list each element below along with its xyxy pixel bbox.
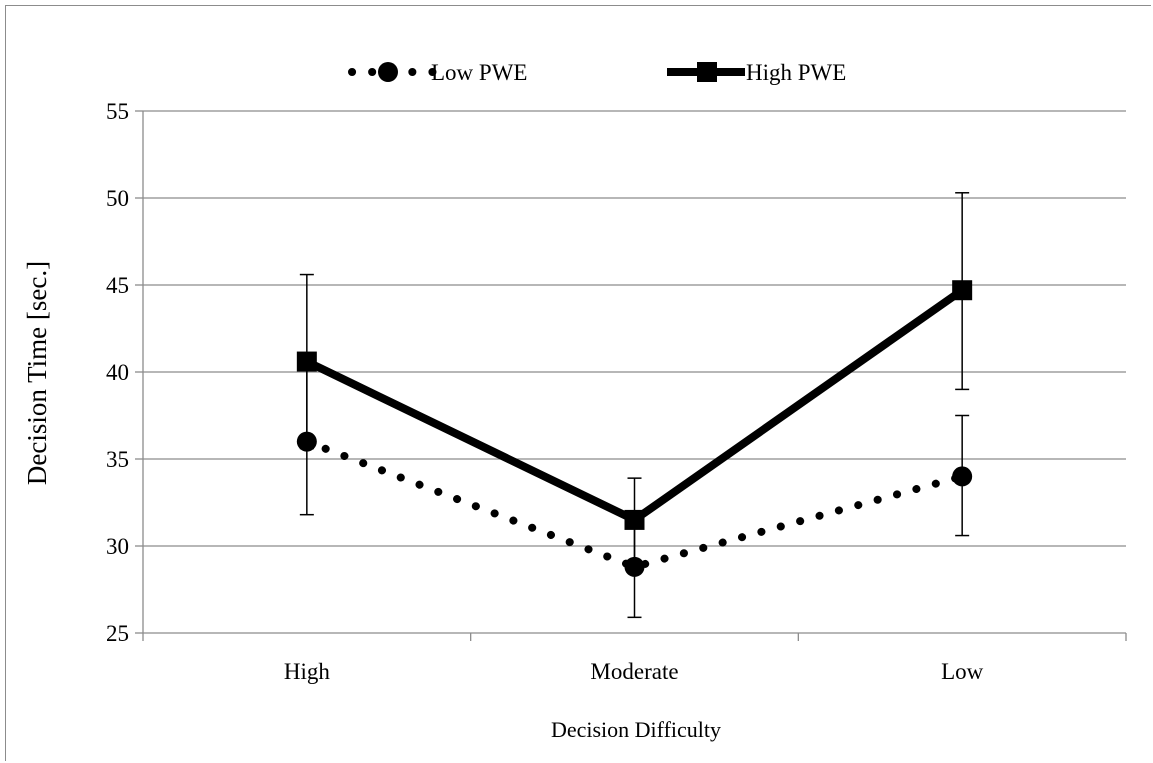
y-tick-label: 45 [106,273,129,298]
axes-layer: 25 30 35 40 45 50 55 High Moderate Low [106,99,1127,684]
y-tick-label: 35 [106,447,129,472]
x-axis-label: Decision Difficulty [551,717,721,742]
y-tick-label: 30 [106,534,129,559]
data-point-high-pwe [296,351,317,372]
x-tick-label: High [284,659,331,684]
y-tick-label: 50 [106,186,129,211]
series-layer [296,280,973,577]
data-point-high-pwe [952,280,973,301]
chart-frame [5,5,1151,761]
y-axis-label: Decision Time [sec.] [22,261,52,485]
data-point-low-pwe [952,466,973,487]
legend-label-low-pwe: Low PWE [431,60,527,85]
y-tick-label: 25 [106,621,129,646]
data-point-low-pwe [624,556,645,577]
x-tick-label: Moderate [590,659,678,684]
legend-marker-low-pwe [378,62,398,82]
legend-label-high-pwe: High PWE [746,60,846,85]
y-tick-label: 40 [106,360,129,385]
data-point-low-pwe [296,431,317,452]
y-tick-label: 55 [106,99,129,124]
legend-marker-high-pwe [697,62,717,82]
x-tick-label: Low [941,659,984,684]
data-point-high-pwe [624,509,645,530]
legend: Low PWE High PWE [348,60,846,85]
series-line-low-pwe [302,437,967,572]
